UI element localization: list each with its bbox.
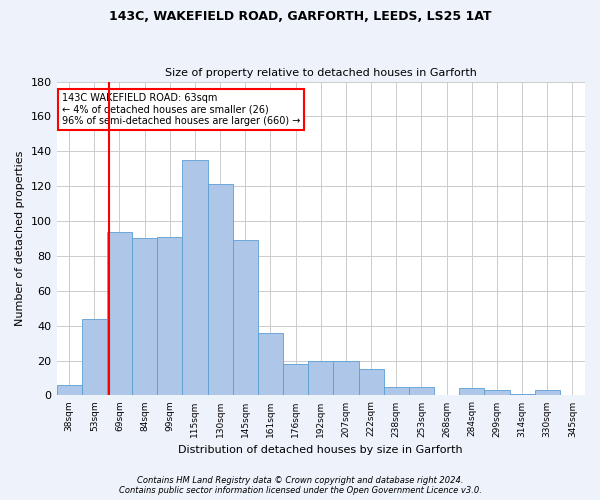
Bar [409, 386, 434, 396]
Bar [359, 370, 383, 396]
Y-axis label: Number of detached properties: Number of detached properties [15, 151, 25, 326]
Bar [308, 360, 334, 396]
Bar [182, 160, 208, 396]
Bar [233, 240, 258, 396]
Text: 143C WAKEFIELD ROAD: 63sqm
← 4% of detached houses are smaller (26)
96% of semi-: 143C WAKEFIELD ROAD: 63sqm ← 4% of detac… [62, 92, 300, 126]
Bar [283, 364, 308, 396]
Bar [258, 332, 283, 396]
Text: 143C, WAKEFIELD ROAD, GARFORTH, LEEDS, LS25 1AT: 143C, WAKEFIELD ROAD, GARFORTH, LEEDS, L… [109, 10, 491, 23]
Title: Size of property relative to detached houses in Garforth: Size of property relative to detached ho… [165, 68, 477, 78]
Bar [107, 232, 132, 396]
X-axis label: Distribution of detached houses by size in Garforth: Distribution of detached houses by size … [178, 445, 463, 455]
Bar [132, 238, 157, 396]
Bar [459, 388, 484, 396]
Text: Contains HM Land Registry data © Crown copyright and database right 2024.
Contai: Contains HM Land Registry data © Crown c… [119, 476, 481, 495]
Bar [208, 184, 233, 396]
Bar [535, 390, 560, 396]
Bar [509, 394, 535, 396]
Bar [82, 318, 107, 396]
Bar [157, 236, 182, 396]
Bar [484, 390, 509, 396]
Bar [56, 385, 82, 396]
Bar [383, 386, 409, 396]
Bar [334, 360, 359, 396]
